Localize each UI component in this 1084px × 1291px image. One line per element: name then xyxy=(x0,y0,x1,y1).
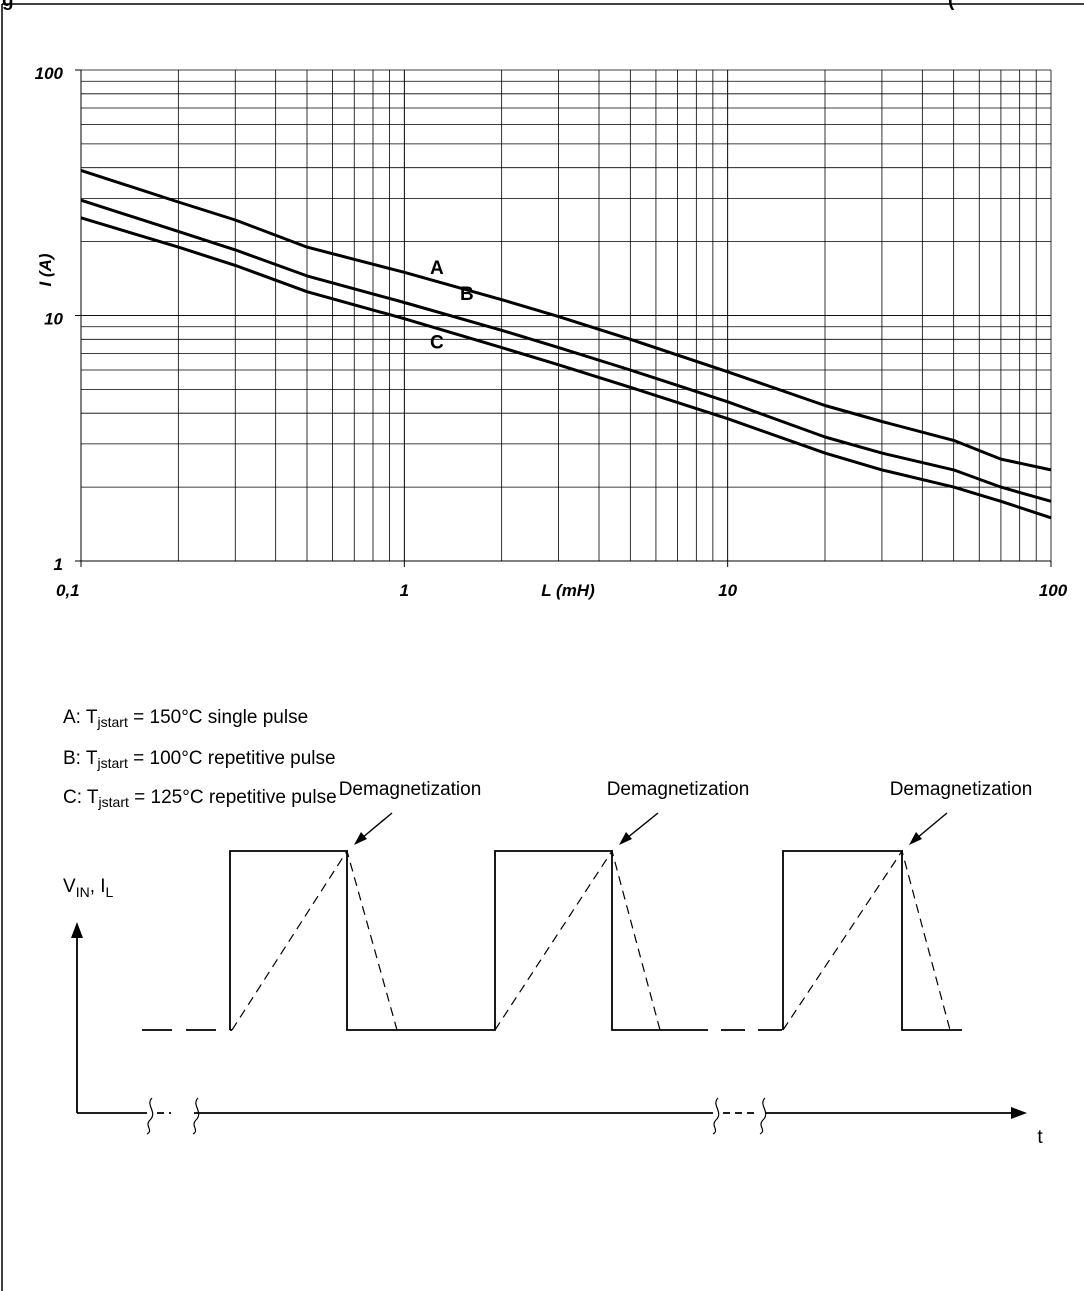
inductor-current-ramp xyxy=(782,849,951,1031)
x-axis-arrowhead xyxy=(1011,1107,1027,1119)
chart-tick-labels: 0,1 1 10 100 1 10 100 xyxy=(35,64,1068,600)
y-tick-label: 10 xyxy=(44,310,63,329)
chart-series xyxy=(80,168,1052,520)
legend-prefix: B: T xyxy=(63,748,98,769)
axis-break-mark xyxy=(146,1097,154,1135)
legend-sub: jstart xyxy=(97,755,128,771)
input-pulse-waveform xyxy=(782,850,962,1031)
series-line-c xyxy=(80,216,1052,520)
y-tick-label: 100 xyxy=(35,64,64,83)
demagnetization-label-3: Demagnetization xyxy=(890,779,1033,800)
axis-break-mark xyxy=(712,1097,720,1135)
curve-labels: AB C xyxy=(430,258,474,354)
legend-entry-b: B: Tjstart = 100°C repetitive pulse xyxy=(63,748,336,771)
y-label-v-sub: IN xyxy=(76,884,90,900)
y-axis-arrowhead xyxy=(71,922,83,938)
demagnetization-timing-diagram: VIN, IL t xyxy=(63,779,1043,1148)
y-tick-label: 1 xyxy=(54,555,63,574)
legend-prefix: C: T xyxy=(63,787,99,808)
figure-heading-fragment-right: ( xyxy=(948,0,955,11)
y-label-i-sub: L xyxy=(106,884,114,900)
y-label-v: V xyxy=(63,876,76,897)
x-axis-label: L (mH) xyxy=(541,581,595,600)
curve-label-c: C xyxy=(430,333,444,354)
curve-label-b: B xyxy=(460,284,474,305)
legend-prefix: A: T xyxy=(63,707,98,728)
x-tick-label: 10 xyxy=(718,581,737,600)
legend-sub: jstart xyxy=(98,794,129,810)
demagnetization-label-2: Demagnetization xyxy=(607,779,750,800)
demagnetization-arrow-3 xyxy=(909,812,948,845)
y-axis-label: I (A) xyxy=(36,253,55,286)
demagnetization-arrow-1 xyxy=(354,812,393,845)
legend-text: = 150°C single pulse xyxy=(127,707,309,728)
inductor-current-ramp xyxy=(494,849,661,1031)
x-tick-label: 1 xyxy=(400,581,409,600)
inductor-current-ramp xyxy=(231,849,398,1031)
series-line-b xyxy=(80,198,1052,503)
legend-sub: jstart xyxy=(97,714,128,730)
axis-break-mark xyxy=(759,1097,767,1135)
demagnetization-label-1: Demagnetization xyxy=(339,779,482,800)
curve-label-a: A xyxy=(430,258,444,279)
legend-entry-c: C: Tjstart = 125°C repetitive pulse xyxy=(63,787,337,810)
legend-text: = 125°C repetitive pulse xyxy=(128,787,337,808)
figure-heading-fragment: g xyxy=(2,0,14,11)
demagnetization-arrow-2 xyxy=(619,812,659,845)
legend-text: = 100°C repetitive pulse xyxy=(127,748,336,769)
x-tick-label: 100 xyxy=(1039,581,1068,600)
x-tick-label: 0,1 xyxy=(56,581,80,600)
log-log-chart: 0,1 1 10 100 1 10 100 L (mH) I (A) AB C xyxy=(35,64,1068,600)
legend-entry-a: A: Tjstart = 150°C single pulse xyxy=(63,707,308,730)
diagram-y-label: VIN, IL xyxy=(63,876,114,900)
y-label-sep: , I xyxy=(90,876,106,897)
series-line-a xyxy=(80,168,1052,472)
chart-grid xyxy=(75,69,1052,567)
axis-break-mark xyxy=(192,1097,200,1135)
diagram-x-label: t xyxy=(1037,1127,1043,1148)
